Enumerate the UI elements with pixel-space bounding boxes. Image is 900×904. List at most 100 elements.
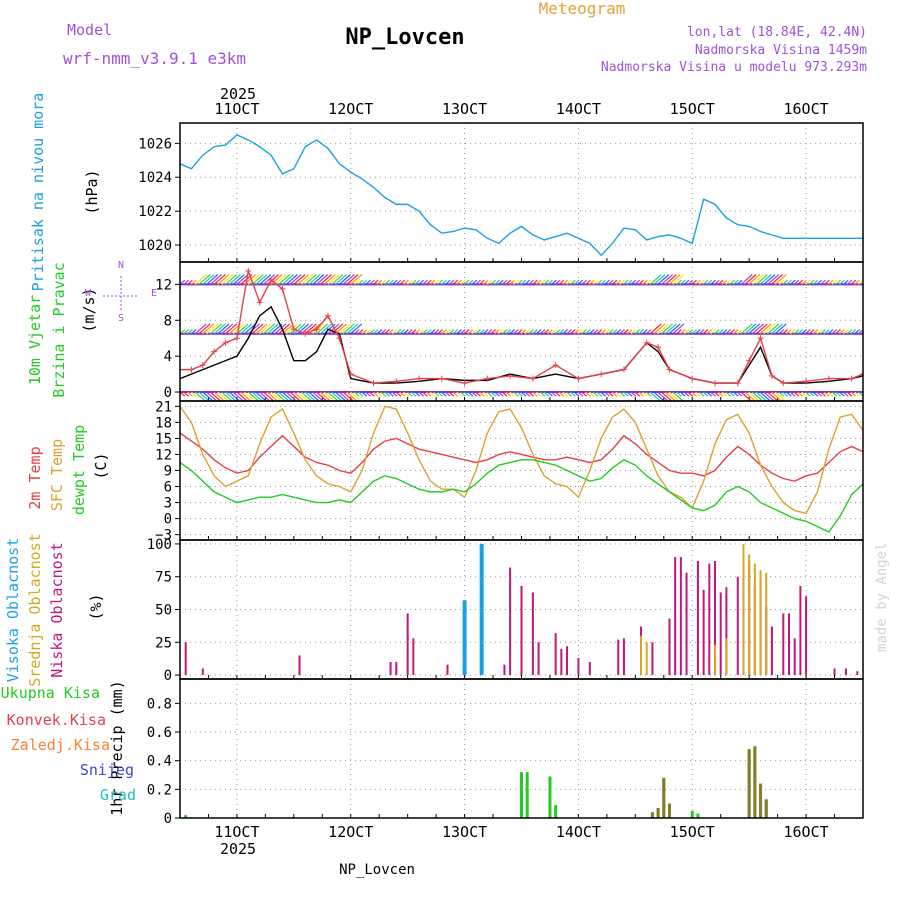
wind-barb bbox=[615, 279, 622, 285]
wind-barb bbox=[611, 329, 618, 335]
bar-niska-oblacnost bbox=[577, 658, 580, 676]
y-tick-label: 0 bbox=[164, 512, 172, 528]
wind-barb bbox=[206, 274, 219, 285]
wind-barb bbox=[600, 329, 606, 335]
wind-barb bbox=[244, 391, 256, 401]
wind-barb bbox=[471, 279, 478, 285]
wind-barb bbox=[619, 329, 625, 335]
wind-barb bbox=[717, 279, 724, 285]
bar-niska-oblacnost bbox=[622, 638, 625, 676]
wind-barb bbox=[255, 391, 267, 401]
wind-barb bbox=[293, 323, 306, 335]
wind-barb bbox=[676, 391, 682, 397]
wind-barb bbox=[842, 391, 849, 397]
bar-niska-oblacnost bbox=[184, 642, 187, 676]
bar-niska-oblacnost bbox=[566, 646, 569, 676]
wind-barb bbox=[467, 391, 474, 397]
wind-barb bbox=[566, 279, 572, 285]
gust-marker bbox=[484, 375, 491, 382]
wind-barb bbox=[672, 391, 684, 401]
wind-barb bbox=[551, 329, 557, 335]
wind-barb bbox=[407, 391, 413, 397]
wind-barb bbox=[744, 391, 756, 401]
plot-area-precip bbox=[184, 746, 768, 818]
plot-area-pressure bbox=[180, 134, 863, 257]
wind-barb bbox=[714, 329, 720, 335]
wind-barb bbox=[190, 279, 197, 285]
bottom-tick-label: 14OCT bbox=[556, 823, 601, 841]
bar-niska-oblacnost bbox=[201, 668, 204, 676]
gust-marker bbox=[245, 267, 252, 274]
wind-barb bbox=[748, 274, 761, 285]
wind-barb bbox=[289, 274, 302, 285]
y-tick-label: 25 bbox=[155, 635, 172, 651]
wind-barb bbox=[505, 279, 512, 285]
bar-niska-oblacnost bbox=[446, 664, 449, 676]
wind-barb bbox=[600, 279, 606, 285]
gust-marker bbox=[620, 366, 627, 373]
wind-barb bbox=[827, 391, 834, 397]
wind-barb bbox=[494, 329, 500, 335]
wind-barb bbox=[782, 329, 788, 335]
wind-barb bbox=[259, 391, 271, 401]
bar-konvek-kisa bbox=[667, 803, 671, 818]
gust-marker bbox=[598, 371, 605, 378]
wind-barb bbox=[532, 279, 538, 285]
wind-barb bbox=[653, 391, 665, 401]
wind-barb bbox=[733, 391, 739, 397]
wind-barb bbox=[448, 279, 455, 285]
wind-barb bbox=[645, 329, 652, 335]
bar-ukupna-kisa bbox=[690, 810, 694, 818]
gust-marker bbox=[825, 375, 832, 382]
wind-barb bbox=[661, 323, 674, 335]
wind-barb bbox=[278, 323, 291, 335]
wind-barb bbox=[607, 391, 614, 397]
wind-barb bbox=[615, 329, 622, 335]
gust-marker bbox=[507, 372, 514, 379]
wind-barb bbox=[369, 329, 375, 335]
wind-barb bbox=[645, 279, 652, 285]
wind-barb bbox=[244, 323, 257, 335]
wind-barb bbox=[842, 279, 849, 285]
wind-barb bbox=[710, 329, 716, 335]
wind-barb bbox=[793, 279, 800, 285]
wind-barb bbox=[372, 329, 379, 335]
wind-barb bbox=[183, 279, 189, 285]
gust-marker bbox=[313, 326, 320, 333]
wind-barb bbox=[509, 279, 515, 285]
series-line-pritisak-na-nivou-mora bbox=[180, 134, 863, 257]
wind-barb bbox=[524, 279, 531, 285]
bar-niska-oblacnost bbox=[617, 639, 620, 676]
wind-barb bbox=[729, 391, 735, 397]
wind-barb bbox=[187, 329, 193, 335]
bar-niska-oblacnost bbox=[679, 557, 682, 676]
wind-barb bbox=[767, 323, 780, 335]
bar-niska-oblacnost bbox=[708, 563, 711, 676]
wind-barb bbox=[414, 329, 421, 335]
wind-barb bbox=[588, 391, 595, 397]
plot-area-cloud bbox=[184, 543, 859, 676]
top-tick-label: 16OCT bbox=[784, 100, 829, 118]
wind-barb bbox=[441, 279, 447, 285]
wind-barb bbox=[736, 329, 743, 335]
wind-barb bbox=[433, 329, 440, 335]
wind-barb bbox=[604, 391, 610, 397]
y-tick-label: 8 bbox=[164, 313, 172, 329]
y-tick-label: 0.8 bbox=[147, 696, 172, 712]
wind-barb bbox=[573, 279, 580, 285]
wind-barb bbox=[183, 329, 189, 335]
wind-barb bbox=[206, 391, 218, 401]
wind-barb bbox=[247, 274, 260, 285]
top-tick-label: 13OCT bbox=[442, 100, 487, 118]
wind-barb bbox=[316, 391, 328, 401]
wind-barb bbox=[588, 329, 595, 335]
y-tick-label: 0.6 bbox=[147, 725, 172, 741]
wind-barb bbox=[338, 391, 351, 401]
wind-barb bbox=[255, 323, 268, 335]
wind-barb bbox=[183, 391, 189, 397]
wind-barb bbox=[736, 391, 743, 397]
wind-barb bbox=[399, 329, 406, 335]
wind-barb bbox=[767, 274, 780, 285]
compass-cross bbox=[103, 276, 139, 312]
wind-barb bbox=[335, 391, 347, 401]
